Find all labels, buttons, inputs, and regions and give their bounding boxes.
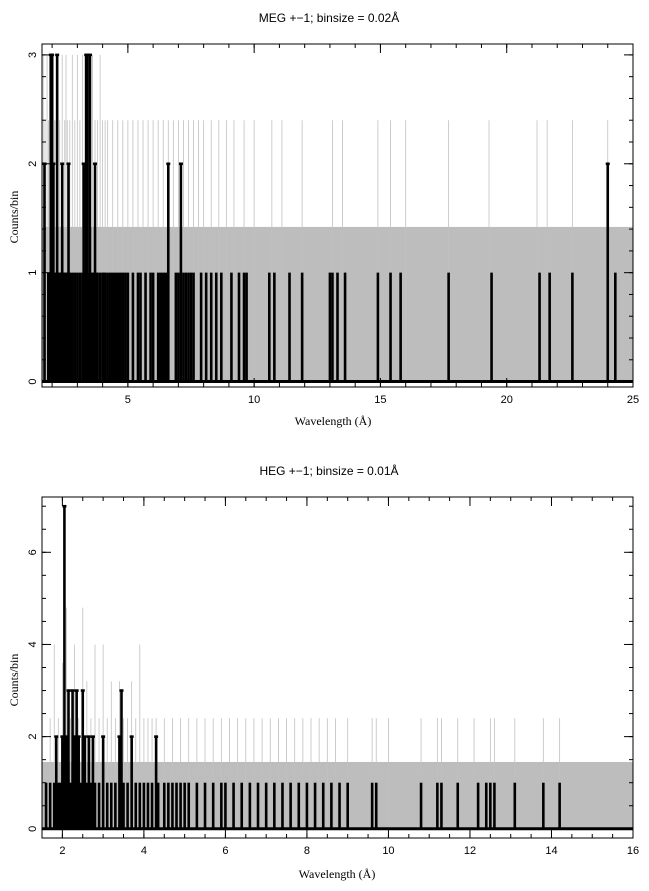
- x-axis-label-meg: Wavelength (Å): [295, 414, 372, 428]
- x-tick-label-heg: 6: [222, 845, 228, 857]
- y-tick-label-heg: 0: [27, 826, 39, 832]
- y-tick-label-meg: 2: [27, 161, 39, 167]
- plot-area-heg: 2 4 6 8 10 12 14 16 0 2 4 6: [27, 496, 639, 857]
- y-tick-label-meg: 0: [27, 378, 39, 384]
- x-tick-label-heg: 16: [627, 845, 639, 857]
- x-tick-label-meg: 10: [248, 394, 260, 406]
- x-tick-label-meg: 25: [627, 394, 639, 406]
- x-tick-label-meg: 5: [125, 394, 131, 406]
- x-tick-label-heg: 4: [141, 845, 147, 857]
- y-axis-label-meg: Counts/bin: [7, 191, 21, 244]
- plot-area-meg: 5 10 15 20 25 0 1 2 3: [27, 43, 639, 406]
- y-axis-label-heg: Counts/bin: [7, 654, 21, 707]
- y-tick-label-meg: 3: [27, 52, 39, 58]
- x-tick-label-heg: 8: [304, 845, 310, 857]
- chart-title-heg: HEG +−1; binsize = 0.01Å: [259, 463, 398, 478]
- y-tick-label-heg: 2: [27, 734, 39, 740]
- y-tick-label-heg: 4: [27, 641, 39, 647]
- x-tick-label-heg: 14: [545, 845, 557, 857]
- x-tick-label-heg: 12: [464, 845, 476, 857]
- plot-frame-meg: [41, 43, 634, 388]
- y-tick-label-heg: 6: [27, 549, 39, 555]
- x-tick-label-meg: 20: [501, 394, 513, 406]
- x-tick-label-heg: 2: [59, 845, 65, 857]
- x-axis-label-heg: Wavelength (Å): [299, 867, 376, 881]
- x-tick-label-meg: 15: [374, 394, 386, 406]
- x-tick-label-heg: 10: [382, 845, 394, 857]
- chart-title-meg: MEG +−1; binsize = 0.02Å: [259, 10, 399, 25]
- y-tick-label-meg: 1: [27, 270, 39, 276]
